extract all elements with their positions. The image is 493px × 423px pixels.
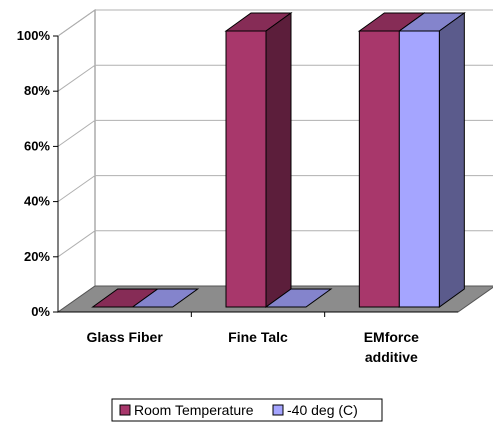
y-tick-label: 20% (24, 249, 50, 264)
legend: Room Temperature -40 deg (C) (111, 398, 383, 422)
x-category-label: EMforce additive (364, 329, 419, 365)
axes (53, 35, 458, 317)
axis-labels: 0% 20% 40% 60% 80% 100% Glass Fiber Fine Talc EM… (17, 28, 419, 365)
x-category-label: Glass Fiber (87, 329, 164, 345)
legend-label: Room Temperature (134, 402, 254, 418)
y-tick-label: 40% (24, 194, 50, 209)
legend-box (111, 398, 383, 422)
y-tick-label: 80% (24, 83, 50, 98)
bar-40-deg-c-top (131, 288, 200, 308)
y-tick-label: 0% (31, 304, 50, 319)
legend-swatch (272, 404, 284, 416)
x-category-label: Fine Talc (228, 329, 288, 345)
side-wall (57, 9, 96, 313)
bar-40-deg-c-side (438, 12, 465, 308)
y-tick-label: 100% (17, 28, 51, 43)
legend-swatch (119, 404, 131, 416)
bar-room-temperature (358, 30, 400, 308)
bar-40-deg-c-top (264, 288, 333, 308)
bar-room-temperature (225, 30, 267, 308)
bar-40-deg-c (398, 30, 440, 308)
gridline (57, 9, 493, 37)
bar-room-temperature-side (265, 12, 292, 308)
bars (91, 12, 466, 308)
legend-label: -40 deg (C) (287, 402, 358, 418)
y-tick-label: 60% (24, 138, 50, 153)
